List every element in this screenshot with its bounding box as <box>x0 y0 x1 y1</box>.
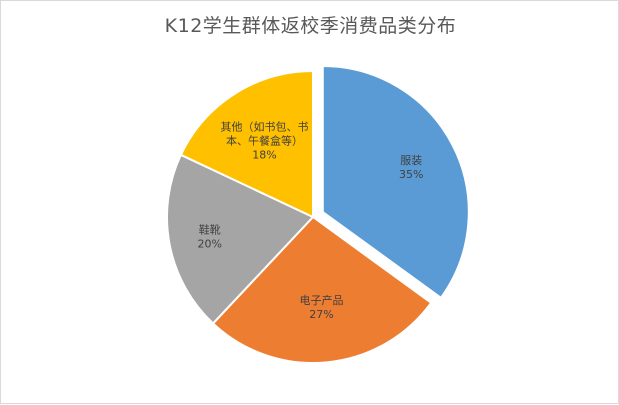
slice-category-other: 本、午餐盒等） <box>226 134 303 148</box>
slice-label-shoes: 鞋靴 20% <box>198 223 222 251</box>
slice-label-clothing: 服装 35% <box>399 154 423 181</box>
slice-value-electronics: 27% <box>309 308 333 321</box>
slice-category-other: 其他（如书包、书 <box>220 120 308 134</box>
slice-value-shoes: 20% <box>198 238 222 251</box>
pie-slice-clothing <box>321 65 470 300</box>
chart-title: K12学生群体返校季消费品类分布 <box>164 15 457 37</box>
slice-value-clothing: 35% <box>399 168 423 181</box>
slice-category-electronics: 电子产品 <box>300 293 344 307</box>
pie-slice-other <box>179 69 314 219</box>
pie-slice-shoes <box>166 153 315 325</box>
slice-label-electronics: 电子产品 27% <box>300 293 344 321</box>
slice-label-other: 其他（如书包、书本、午餐盒等） 18% <box>220 120 308 162</box>
pie-slice-electronics <box>211 215 433 364</box>
slice-category-shoes: 鞋靴 <box>199 223 221 237</box>
slice-category-clothing: 服装 <box>400 154 422 167</box>
slice-value-other: 18% <box>252 149 276 162</box>
